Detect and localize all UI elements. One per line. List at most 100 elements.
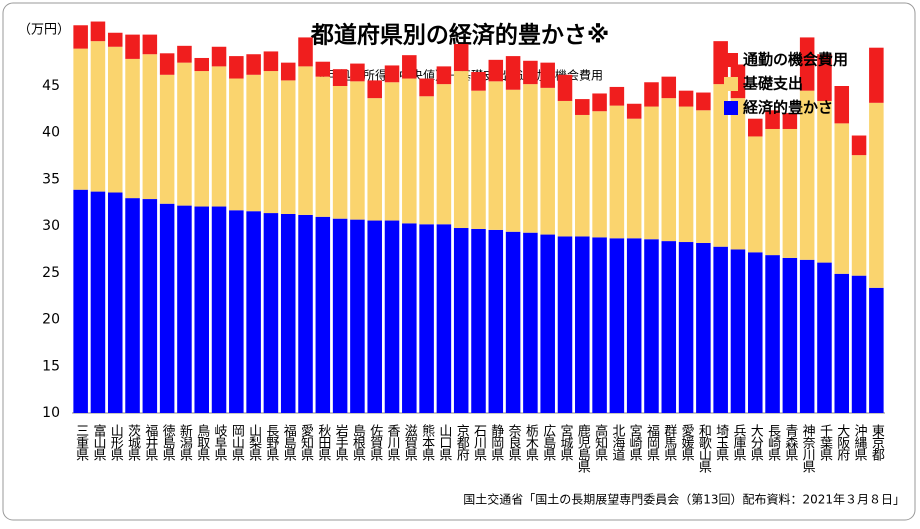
bar-segment xyxy=(159,53,175,75)
bar-segment xyxy=(626,118,642,239)
bar-segment xyxy=(799,90,815,260)
bar-segment xyxy=(246,211,261,413)
bar-segment xyxy=(159,203,175,413)
y-tick-label: 45 xyxy=(42,78,60,94)
bar-segment xyxy=(402,55,417,79)
x-tick-label: 香川県 xyxy=(385,424,401,461)
bar-segment xyxy=(107,32,123,47)
bar-segment xyxy=(661,98,677,242)
bar-segment xyxy=(523,60,538,85)
x-tick-label: 長野県 xyxy=(263,424,279,461)
bar-segment xyxy=(419,78,434,97)
bar-segment xyxy=(350,63,365,82)
bar-segment xyxy=(107,192,123,413)
bar-segment xyxy=(817,100,832,263)
bar-segment xyxy=(869,102,884,288)
y-tick-label: 30 xyxy=(42,218,60,234)
bar-segment xyxy=(869,287,884,413)
bar-segment xyxy=(229,78,244,211)
bar-segment xyxy=(107,46,123,193)
bar-segment xyxy=(315,76,331,217)
x-tick-label: 岐阜県 xyxy=(212,424,228,461)
bar-segment xyxy=(782,257,798,413)
bar-segment xyxy=(367,80,382,99)
bar-segment xyxy=(315,61,331,77)
x-tick-label: 奈良県 xyxy=(506,424,522,461)
bar-segment xyxy=(540,62,555,88)
x-tick-label: 沖縄県 xyxy=(852,424,868,461)
bar-segment xyxy=(505,231,521,413)
bar-segment xyxy=(280,62,296,81)
bar-segment xyxy=(609,238,625,413)
bar-segment xyxy=(626,103,642,119)
x-tick-label: 岡山県 xyxy=(229,424,245,461)
bar-segment xyxy=(211,206,227,413)
bar-segment xyxy=(748,136,763,253)
bar-segment xyxy=(246,74,261,212)
bar-segment xyxy=(436,66,452,85)
bar-segment xyxy=(488,229,504,413)
y-tick-label: 20 xyxy=(42,312,60,328)
bar-segment xyxy=(177,205,192,413)
bar-segment xyxy=(782,113,798,129)
y-tick-label: 40 xyxy=(42,125,60,141)
bar-segment xyxy=(799,37,815,91)
legend-label: 通勤の機会費用 xyxy=(743,51,848,69)
x-tick-label: 秋田県 xyxy=(315,424,331,461)
bar-segment xyxy=(748,252,763,413)
bar-segment xyxy=(471,90,486,229)
bar-segment xyxy=(263,71,279,214)
bar-segment xyxy=(488,59,504,82)
bar-segment xyxy=(713,41,728,85)
bar-segment xyxy=(678,106,694,243)
bar-segment xyxy=(436,84,452,225)
bar-segment xyxy=(765,110,780,129)
bar-segment xyxy=(280,213,296,413)
bar-segment xyxy=(782,128,798,258)
bar-segment xyxy=(799,259,815,413)
x-tick-label: 鳥取県 xyxy=(194,424,210,461)
x-tick-label: 島根県 xyxy=(350,424,366,461)
bar-segment xyxy=(661,241,677,413)
x-tick-label: 福岡県 xyxy=(644,424,660,461)
bar-segment xyxy=(332,69,348,86)
bar-segment xyxy=(384,65,400,83)
bar-segment xyxy=(626,238,642,413)
bar-segment xyxy=(142,34,158,55)
y-axis-label: （万円） xyxy=(18,23,70,38)
bar-segment xyxy=(523,84,538,233)
x-tick-label: 栃木県 xyxy=(523,424,539,461)
y-tick-label: 35 xyxy=(42,171,60,187)
bar-segment xyxy=(644,82,659,107)
y-tick-label: 25 xyxy=(42,265,60,281)
bar-segment xyxy=(505,89,521,232)
bar-segment xyxy=(73,48,88,190)
y-tick-label: 15 xyxy=(42,358,60,374)
bar-segment xyxy=(523,232,538,413)
bar-segment xyxy=(453,71,469,229)
bar-segment xyxy=(661,76,677,99)
bar-segment xyxy=(436,224,452,413)
bar-segment xyxy=(194,206,209,413)
x-tick-label: 和歌山県 xyxy=(696,424,712,473)
bar-segment xyxy=(298,214,313,413)
bar-segment xyxy=(869,47,884,103)
x-tick-label: 愛媛県 xyxy=(679,424,695,461)
x-tick-label: 鹿児島県 xyxy=(575,423,591,473)
bar-segment xyxy=(90,191,106,413)
x-tick-label: 大分県 xyxy=(748,424,764,461)
bar-segment xyxy=(367,220,382,413)
legend-label: 経済的豊かさ xyxy=(743,99,833,117)
bar-segment xyxy=(419,224,434,413)
bar-segment xyxy=(194,57,209,72)
bar-segment xyxy=(488,81,504,230)
x-tick-label: 三重県 xyxy=(73,424,89,461)
x-tick-label: 山形県 xyxy=(108,424,124,461)
legend-label: 基礎支出 xyxy=(742,75,803,93)
x-tick-label: 神奈川県 xyxy=(800,424,816,473)
x-tick-label: 新潟県 xyxy=(177,423,193,461)
bar-segment xyxy=(557,74,573,101)
bar-segment xyxy=(125,58,140,199)
bar-segment xyxy=(592,93,607,112)
bar-segment xyxy=(748,118,763,137)
